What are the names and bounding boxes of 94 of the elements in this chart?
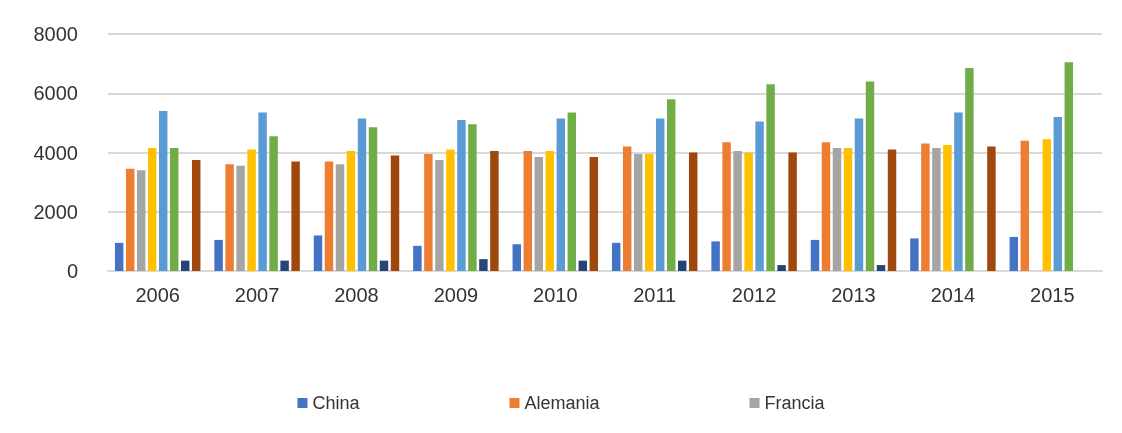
y-tick-label: 0 <box>66 260 78 282</box>
bar <box>910 238 919 271</box>
bar <box>589 156 599 271</box>
x-tick-label: 2012 <box>731 284 777 306</box>
bar <box>611 242 621 271</box>
bar <box>633 153 643 271</box>
bar <box>236 165 245 271</box>
bar <box>512 244 522 271</box>
bar <box>324 161 334 271</box>
bar <box>711 241 720 271</box>
bar <box>644 153 654 271</box>
bar <box>114 242 124 271</box>
bar <box>545 151 555 271</box>
bar <box>390 155 400 271</box>
bar <box>733 151 742 271</box>
x-tick-label: 2009 <box>433 284 479 306</box>
bar <box>943 145 952 271</box>
bar <box>766 84 775 271</box>
bar <box>1020 140 1030 271</box>
bar <box>313 235 323 271</box>
bar <box>357 118 367 271</box>
bar <box>954 112 963 271</box>
bar <box>1064 62 1074 271</box>
bar <box>169 148 179 271</box>
bar <box>147 148 157 271</box>
bar <box>490 151 499 271</box>
y-tick-label: 6000 <box>33 82 78 105</box>
bar <box>446 149 455 271</box>
bar <box>865 81 875 271</box>
bar <box>280 260 289 271</box>
bar <box>965 68 974 271</box>
bar <box>247 149 256 271</box>
x-tick-label: 2008 <box>334 284 379 306</box>
y-tick-label: 4000 <box>33 141 78 164</box>
bar <box>335 164 345 271</box>
bar <box>832 148 842 271</box>
bar <box>435 159 444 271</box>
bar <box>744 152 753 271</box>
bar <box>578 260 588 271</box>
bar <box>125 168 135 271</box>
bar <box>677 260 687 271</box>
x-tick-label: 2006 <box>135 284 180 306</box>
bar <box>622 146 632 271</box>
bar <box>655 118 665 271</box>
bar <box>534 156 544 271</box>
bar <box>755 121 764 271</box>
bar <box>214 239 223 271</box>
bar <box>567 112 577 271</box>
x-tick-label: 2007 <box>234 284 280 306</box>
legend-label: Alemania <box>524 393 601 413</box>
bar <box>921 143 930 271</box>
bar <box>854 118 864 271</box>
bar <box>1042 139 1052 271</box>
bar <box>191 159 201 271</box>
bar <box>777 265 786 271</box>
x-tick-label: 2011 <box>633 284 677 306</box>
bar <box>876 265 886 271</box>
bar <box>987 146 996 271</box>
legend-label: Francia <box>764 393 826 413</box>
bar <box>379 260 389 271</box>
bar <box>1009 236 1019 271</box>
bar <box>269 136 278 271</box>
bar <box>688 152 698 271</box>
x-tick-label: 2015 <box>1030 284 1075 306</box>
bar <box>136 170 146 271</box>
bar <box>810 239 820 271</box>
bar <box>887 149 897 271</box>
bar <box>291 161 300 271</box>
bar <box>556 118 566 271</box>
bar <box>523 151 533 271</box>
bar <box>666 99 676 271</box>
bar <box>468 124 477 271</box>
bar <box>225 164 234 271</box>
legend-label: China <box>312 393 361 413</box>
bar <box>843 148 853 271</box>
y-tick-label: 2000 <box>33 200 78 223</box>
x-tick-label: 2014 <box>930 284 976 306</box>
bar <box>479 259 488 271</box>
y-tick-label: 8000 <box>33 23 78 45</box>
bar <box>424 153 433 271</box>
bar <box>413 245 422 271</box>
bar <box>258 112 267 271</box>
bar <box>722 142 731 271</box>
bar <box>788 152 797 271</box>
bar <box>932 148 941 271</box>
bar <box>346 151 356 271</box>
bar <box>368 127 378 271</box>
x-tick-label: 2010 <box>533 284 578 306</box>
bar <box>158 111 168 271</box>
x-tick-label: 2013 <box>831 284 876 306</box>
bar <box>457 119 466 271</box>
bar <box>821 142 831 271</box>
bar <box>180 260 190 271</box>
bar <box>1053 116 1063 271</box>
